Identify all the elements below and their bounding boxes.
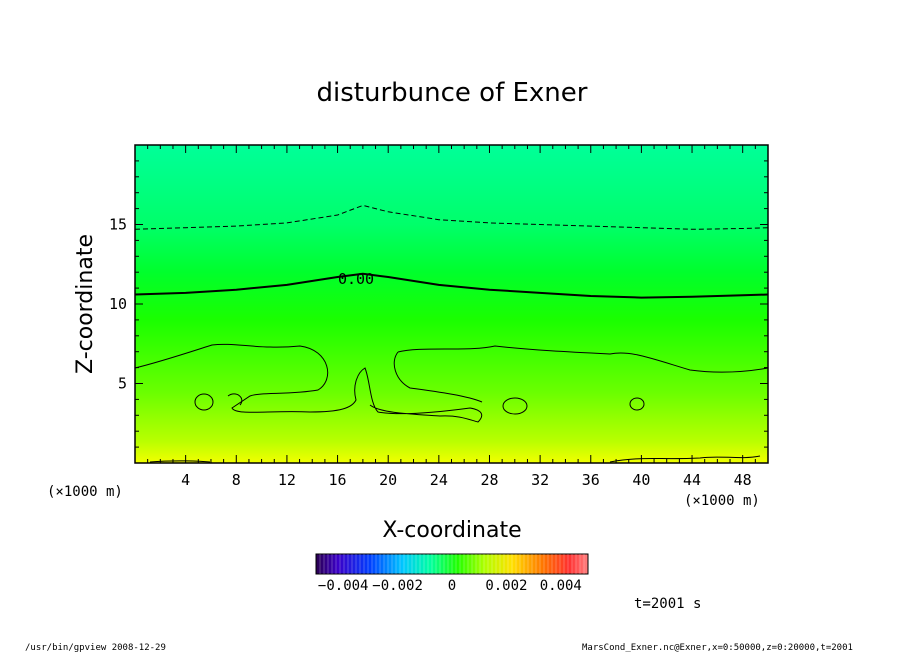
- x-tick-label: 44: [683, 471, 701, 489]
- x-tick-label: 36: [582, 471, 600, 489]
- heatmap-field: [135, 145, 768, 463]
- y-tick-label: 10: [109, 295, 127, 313]
- x-tick-label: 4: [181, 471, 190, 489]
- axis-ticks: [135, 145, 768, 463]
- x-tick-label: 16: [329, 471, 347, 489]
- y-tick-label: 5: [118, 375, 127, 393]
- y-axis-label: Z-coordinate: [73, 234, 98, 374]
- x-tick-label: 32: [531, 471, 549, 489]
- chart-title: disturbunce of Exner: [317, 78, 588, 108]
- x-tick-label: 8: [232, 471, 241, 489]
- x-tick-label: 28: [480, 471, 498, 489]
- colorbar-stripes: [319, 554, 585, 574]
- x-axis-label: X-coordinate: [382, 518, 521, 543]
- colorbar-tick-label: −0.004: [318, 578, 369, 594]
- y-tick-label: 15: [109, 216, 127, 234]
- contour-line-0: [134, 204, 769, 230]
- contour-label: 0.00: [338, 270, 374, 288]
- x-unit-left: (×1000 m): [47, 484, 123, 500]
- x-tick-label: 48: [734, 471, 752, 489]
- colorbar: [315, 553, 589, 575]
- contour-line-1: [134, 272, 769, 299]
- x-tick-label: 12: [278, 471, 296, 489]
- colorbar-tick-label: 0: [448, 578, 456, 594]
- time-label: t=2001 s: [634, 596, 701, 612]
- x-tick-label: 24: [430, 471, 448, 489]
- footer-left: /usr/bin/gpview 2008-12-29: [25, 643, 166, 653]
- colorbar-labels: −0.004 −0.002 0 0.002 0.004: [318, 578, 582, 594]
- x-tick-label: 40: [632, 471, 650, 489]
- colorbar-tick-label: 0.004: [540, 578, 582, 594]
- colorbar-tick-label: −0.002: [372, 578, 423, 594]
- colorbar-tick-label: 0.002: [485, 578, 527, 594]
- footer-right: MarsCond_Exner.nc@Exner,x=0:50000,z=0:20…: [582, 643, 853, 653]
- x-unit-right: (×1000 m): [684, 493, 760, 509]
- contour-lines: [134, 204, 769, 299]
- x-tick-label: 20: [379, 471, 397, 489]
